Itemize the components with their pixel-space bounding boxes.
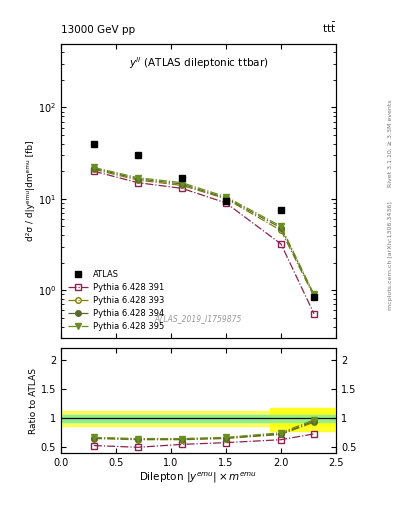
Text: tt$\bar{\mathrm{t}}$: tt$\bar{\mathrm{t}}$ <box>322 20 336 35</box>
Bar <box>270 408 336 431</box>
Bar <box>61 415 336 422</box>
Y-axis label: Ratio to ATLAS: Ratio to ATLAS <box>29 368 38 434</box>
Text: $y^{ll}$ (ATLAS dileptonic ttbar): $y^{ll}$ (ATLAS dileptonic ttbar) <box>129 55 268 71</box>
Bar <box>61 415 336 422</box>
X-axis label: Dilepton $|y^{emu}|\times m^{emu}$: Dilepton $|y^{emu}|\times m^{emu}$ <box>140 471 257 485</box>
Text: mcplots.cern.ch [arXiv:1306.3436]: mcplots.cern.ch [arXiv:1306.3436] <box>388 202 393 310</box>
Y-axis label: d²σ / d|yᵉᵐᵘ|dmᵉᵐᵘ [fb]: d²σ / d|yᵉᵐᵘ|dmᵉᵐᵘ [fb] <box>26 140 35 241</box>
Text: Rivet 3.1.10, ≥ 3.3M events: Rivet 3.1.10, ≥ 3.3M events <box>388 99 393 187</box>
Legend: ATLAS, Pythia 6.428 391, Pythia 6.428 393, Pythia 6.428 394, Pythia 6.428 395: ATLAS, Pythia 6.428 391, Pythia 6.428 39… <box>65 267 167 334</box>
Bar <box>61 411 336 425</box>
Text: ATLAS_2019_I1759875: ATLAS_2019_I1759875 <box>155 314 242 323</box>
Text: 13000 GeV pp: 13000 GeV pp <box>61 25 135 35</box>
